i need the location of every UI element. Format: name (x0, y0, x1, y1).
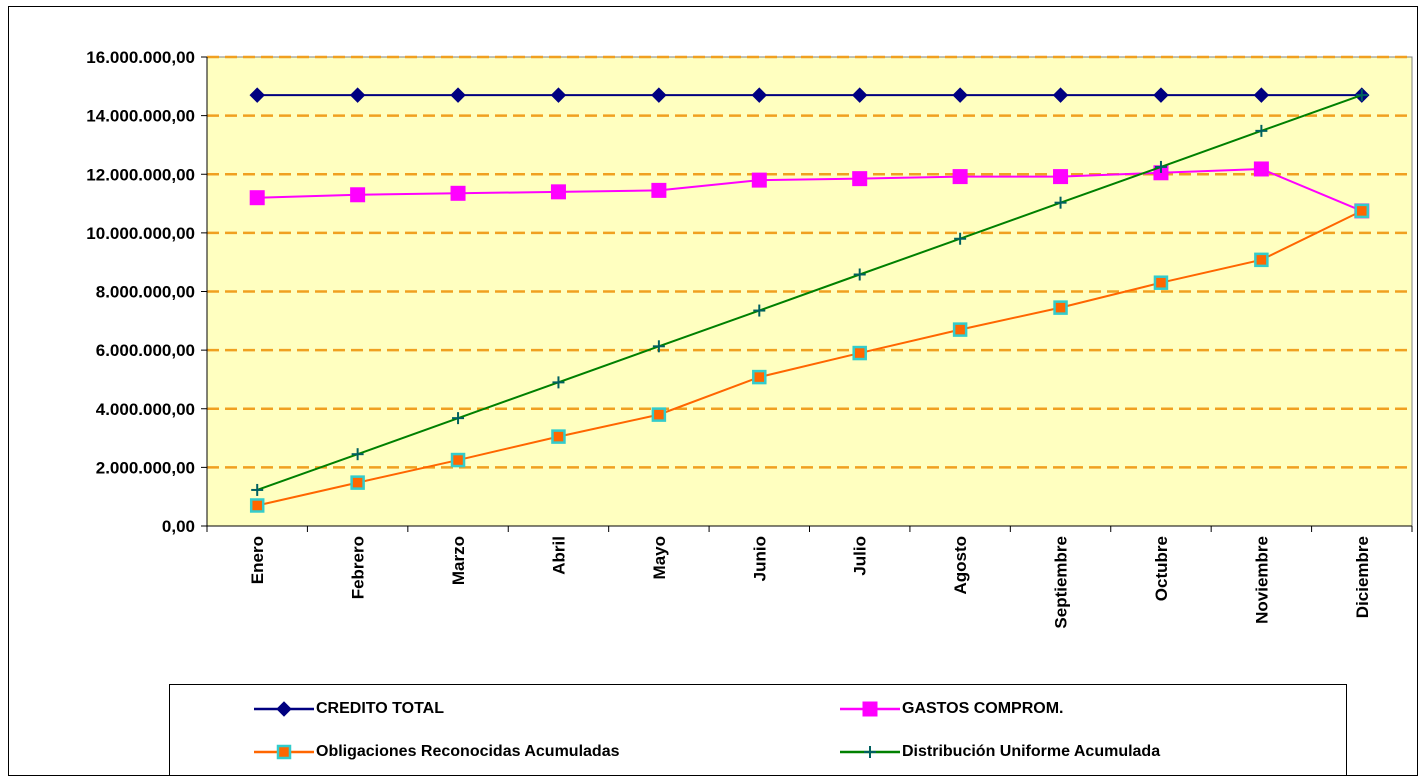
y-tick-label: 10.000.000,00 (86, 224, 195, 243)
y-tick-label: 4.000.000,00 (96, 400, 195, 419)
legend-label-obligaciones: Obligaciones Reconocidas Acumuladas (316, 743, 620, 760)
y-tick-label: 0,00 (162, 517, 195, 536)
data-point (952, 169, 968, 185)
data-point (551, 429, 566, 444)
data-point (651, 407, 667, 422)
x-tick-label: Mayo (650, 536, 669, 579)
data-point (852, 87, 868, 103)
series-line (256, 209, 1363, 507)
x-tick-label: Junio (750, 536, 769, 581)
x-tick-label: Febrero (349, 536, 368, 599)
y-tick-label: 6.000.000,00 (96, 341, 195, 360)
data-point (1153, 275, 1169, 290)
legend: CREDITO TOTAL GASTOS COMPROM. Obligacion… (169, 684, 1347, 776)
series-line (256, 94, 1363, 491)
data-point (952, 322, 968, 337)
x-tick-label: Septiembre (1052, 536, 1071, 629)
x-tick-labels: Enero Febrero Marzo Abril Mayo Junio Julio Agos… (248, 536, 1372, 629)
y-tick-label: 8.000.000,00 (96, 283, 195, 302)
legend-entry-gastos-comprom: GASTOS COMPROM. (840, 697, 1064, 721)
y-tick-labels: 0,00 2.000.000,00 4.000.000,00 6.000.000,00… (86, 48, 195, 536)
data-point (350, 475, 365, 490)
data-point (952, 87, 968, 103)
data-point (351, 448, 364, 461)
data-point (1053, 169, 1069, 185)
grid-lines (207, 55, 1412, 469)
data-point (550, 87, 567, 103)
legend-marker (862, 701, 878, 717)
data-point (450, 452, 466, 468)
data-point (1053, 300, 1068, 315)
x-tick-label: Julio (851, 536, 870, 576)
data-point (1052, 87, 1069, 103)
data-point (954, 232, 967, 245)
data-point (852, 171, 868, 187)
legend-swatch-obligaciones (254, 744, 314, 760)
data-point (350, 187, 366, 203)
data-point (651, 87, 667, 103)
legend-entry-distribucion: Distribución Uniforme Acumulada (840, 740, 1160, 764)
data-point (249, 87, 265, 103)
line-chart: 0,00 2.000.000,00 4.000.000,00 6.000.000,00… (86, 48, 1413, 629)
data-point (452, 412, 465, 425)
data-point (1253, 161, 1269, 177)
data-point (752, 369, 767, 385)
data-point (751, 87, 767, 103)
data-point (1254, 252, 1269, 268)
data-point (1153, 87, 1169, 103)
legend-marker (864, 746, 876, 758)
x-tick-label: Octubre (1152, 536, 1171, 601)
data-point (450, 87, 466, 103)
data-point (1354, 203, 1370, 219)
data-point (1255, 124, 1268, 137)
data-point (552, 376, 565, 389)
data-point (1154, 160, 1167, 173)
x-tick-label: Diciembre (1353, 536, 1372, 618)
legend-label-credito-total: CREDITO TOTAL (316, 700, 444, 717)
legend-label-distribucion: Distribución Uniforme Acumulada (902, 743, 1161, 760)
series (249, 87, 1370, 513)
y-tick-label: 14.000.000,00 (86, 107, 195, 126)
data-point (251, 483, 264, 496)
x-tick-label: Abril (549, 536, 568, 575)
x-tick-label: Enero (248, 536, 267, 584)
data-point (1253, 87, 1270, 103)
data-point (1054, 196, 1067, 209)
chart-frame: 0,00 2.000.000,00 4.000.000,00 6.000.000,00… (8, 6, 1418, 776)
legend-label-gastos-comprom: GASTOS COMPROM. (902, 700, 1064, 717)
x-tick-label: Agosto (951, 536, 970, 595)
data-point (249, 498, 265, 513)
series-2 (249, 203, 1370, 513)
legend-swatch-credito-total (254, 701, 314, 717)
series-0 (249, 87, 1370, 103)
y-tick-label: 16.000.000,00 (86, 48, 195, 67)
data-point (1355, 89, 1368, 102)
legend-entry-credito-total: CREDITO TOTAL (254, 697, 444, 721)
series-3 (251, 89, 1368, 496)
legend-marker (276, 701, 292, 717)
axes (201, 56, 1413, 532)
legend-marker (276, 744, 292, 760)
series-line (257, 167, 1363, 212)
legend-swatch-distribucion (840, 746, 900, 758)
x-tick-label: Noviembre (1252, 536, 1271, 624)
data-point (450, 185, 466, 201)
x-tick-label: Marzo (449, 536, 468, 585)
data-point (349, 87, 366, 103)
y-tick-label: 2.000.000,00 (96, 458, 195, 477)
data-point (249, 190, 265, 206)
data-point (751, 172, 767, 188)
data-point (550, 184, 566, 200)
data-point (753, 304, 766, 317)
legend-swatch-gastos-comprom (840, 701, 900, 717)
data-point (853, 268, 866, 281)
data-point (652, 340, 665, 353)
data-point (852, 345, 867, 361)
y-tick-label: 12.000.000,00 (86, 165, 195, 184)
data-point (651, 182, 667, 198)
legend-entry-obligaciones: Obligaciones Reconocidas Acumuladas (254, 740, 620, 764)
